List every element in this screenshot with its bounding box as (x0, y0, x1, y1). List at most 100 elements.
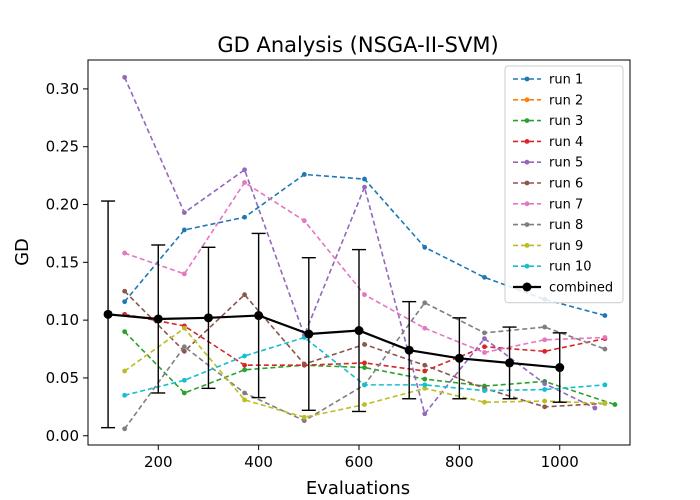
chart-title: GD Analysis (NSGA-II-SVM) (217, 33, 498, 57)
data-point (482, 388, 487, 394)
data-point (242, 214, 247, 220)
legend: run 1 run 2 run 3 run 4 run 5 run 6 run 7 run 8… (504, 65, 624, 304)
data-point (422, 382, 428, 388)
data-point (422, 376, 428, 382)
data-point (422, 244, 428, 250)
data-point (422, 325, 428, 331)
legend-swatch-marker (524, 97, 530, 103)
data-point (422, 300, 428, 306)
legend-swatch-marker (522, 282, 532, 292)
data-point (242, 353, 247, 359)
data-point (242, 362, 247, 368)
series-line (123, 77, 596, 416)
data-point (602, 400, 608, 406)
data-point (422, 385, 428, 391)
data-point (242, 167, 247, 173)
legend-swatch-marker (524, 180, 530, 186)
data-point (602, 335, 608, 340)
series-run-9 (122, 325, 608, 420)
data-point (602, 346, 608, 352)
data-point (542, 348, 548, 354)
data-point (304, 329, 314, 339)
data-point (153, 314, 163, 324)
data-point (181, 377, 187, 383)
y-tick-label: 0.20 (46, 196, 79, 214)
data-point (242, 292, 247, 298)
legend-entry: run 2 (549, 93, 583, 108)
data-point (122, 74, 128, 80)
legend-entry: run 9 (549, 239, 583, 254)
data-point (242, 397, 247, 403)
data-point (254, 311, 264, 321)
y-tick-label: 0.15 (46, 253, 79, 271)
data-point (301, 172, 307, 177)
data-point (602, 382, 608, 388)
legend-swatch-marker (524, 222, 530, 228)
y-tick-label: 0.10 (46, 311, 79, 329)
legend-swatch-marker (524, 76, 530, 82)
data-point (555, 363, 565, 373)
data-point (362, 402, 367, 407)
data-point (362, 382, 367, 388)
data-point (181, 271, 187, 277)
data-point (103, 309, 113, 319)
data-point (612, 402, 618, 407)
data-point (362, 184, 367, 190)
data-point (542, 404, 548, 410)
data-point (242, 390, 247, 396)
data-point (542, 398, 548, 404)
data-point (181, 227, 187, 233)
legend-entry: run 10 (549, 260, 592, 275)
data-point (203, 313, 213, 323)
data-point (362, 365, 367, 370)
series-run-7 (122, 180, 608, 355)
data-point (422, 362, 428, 368)
series-run-5 (122, 74, 598, 417)
data-point (362, 360, 367, 366)
data-point (422, 411, 428, 417)
data-point (122, 329, 128, 335)
y-tick-label: 0.00 (46, 427, 79, 445)
data-point (362, 342, 367, 347)
x-tick-label: 800 (445, 453, 474, 471)
data-point (242, 367, 247, 373)
series-combined (101, 200, 567, 429)
data-point (122, 288, 128, 294)
data-point (482, 350, 487, 355)
legend-swatch-marker (524, 118, 530, 123)
plot-frame (87, 59, 631, 446)
data-point (362, 292, 367, 298)
data-point (181, 210, 187, 216)
data-point (482, 336, 487, 342)
legend-swatch-marker (524, 201, 530, 207)
series-line (107, 313, 560, 369)
legend-swatch-marker (524, 243, 530, 248)
x-axis-title: Evaluations (306, 478, 410, 499)
data-point (422, 368, 428, 374)
data-point (122, 392, 128, 398)
plot-area (101, 74, 618, 432)
data-point (482, 399, 487, 405)
legend-entry: run 5 (549, 156, 583, 171)
data-point (482, 344, 487, 350)
data-point (592, 405, 598, 411)
data-point (602, 313, 608, 318)
data-point (505, 358, 515, 368)
data-point (122, 250, 128, 256)
legend-entry: run 3 (549, 114, 583, 129)
series-run-6 (122, 288, 608, 410)
data-point (542, 381, 548, 387)
data-point (122, 426, 128, 432)
y-tick-label: 0.25 (46, 138, 79, 156)
legend-entry: run 7 (549, 197, 583, 212)
series-line (124, 331, 616, 406)
data-point (301, 418, 307, 424)
data-point (301, 218, 307, 224)
data-point (181, 390, 187, 396)
data-point (542, 324, 548, 330)
legend-frame (504, 65, 624, 304)
data-point (404, 345, 414, 355)
data-point (122, 299, 128, 305)
series-run-10 (122, 335, 608, 398)
